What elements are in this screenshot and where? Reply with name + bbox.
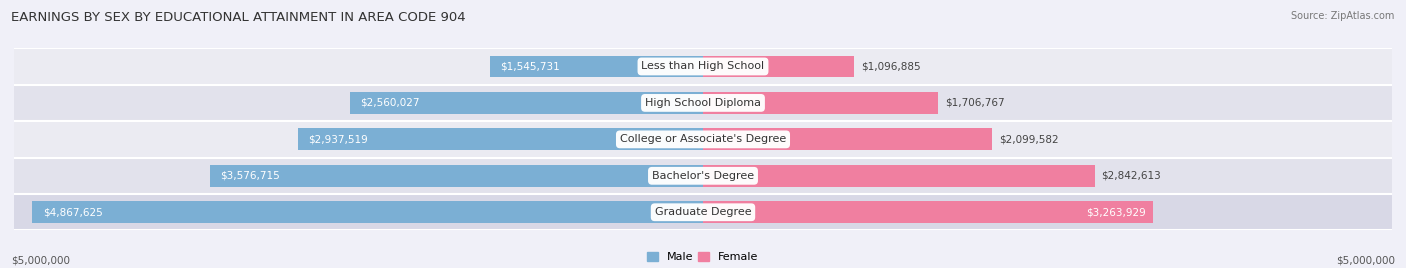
Text: Source: ZipAtlas.com: Source: ZipAtlas.com xyxy=(1291,11,1395,21)
Text: Bachelor's Degree: Bachelor's Degree xyxy=(652,171,754,181)
Text: College or Associate's Degree: College or Associate's Degree xyxy=(620,134,786,144)
Bar xyxy=(14,194,1392,230)
Bar xyxy=(703,201,1153,223)
Bar xyxy=(32,201,703,223)
Text: $1,545,731: $1,545,731 xyxy=(501,61,560,72)
Bar xyxy=(703,92,938,114)
Text: High School Diploma: High School Diploma xyxy=(645,98,761,108)
Text: $5,000,000: $5,000,000 xyxy=(1336,255,1395,265)
Bar xyxy=(491,55,703,77)
Bar xyxy=(14,85,1392,121)
Legend: Male, Female: Male, Female xyxy=(647,252,759,262)
Text: $1,706,767: $1,706,767 xyxy=(945,98,1005,108)
Text: $2,937,519: $2,937,519 xyxy=(308,134,368,144)
Bar xyxy=(14,121,1392,158)
Text: $3,576,715: $3,576,715 xyxy=(221,171,280,181)
Bar xyxy=(14,48,1392,85)
Text: EARNINGS BY SEX BY EDUCATIONAL ATTAINMENT IN AREA CODE 904: EARNINGS BY SEX BY EDUCATIONAL ATTAINMEN… xyxy=(11,11,465,24)
Text: $4,867,625: $4,867,625 xyxy=(42,207,103,217)
Bar xyxy=(298,128,703,150)
Text: $2,560,027: $2,560,027 xyxy=(360,98,420,108)
Text: $2,099,582: $2,099,582 xyxy=(1000,134,1059,144)
Bar xyxy=(350,92,703,114)
Text: Less than High School: Less than High School xyxy=(641,61,765,72)
Bar xyxy=(703,165,1095,187)
Bar xyxy=(703,128,993,150)
Bar xyxy=(703,55,853,77)
Text: Graduate Degree: Graduate Degree xyxy=(655,207,751,217)
Text: $3,263,929: $3,263,929 xyxy=(1085,207,1146,217)
Text: $5,000,000: $5,000,000 xyxy=(11,255,70,265)
Text: $2,842,613: $2,842,613 xyxy=(1101,171,1161,181)
Bar xyxy=(14,158,1392,194)
Text: $1,096,885: $1,096,885 xyxy=(860,61,921,72)
Bar xyxy=(209,165,703,187)
